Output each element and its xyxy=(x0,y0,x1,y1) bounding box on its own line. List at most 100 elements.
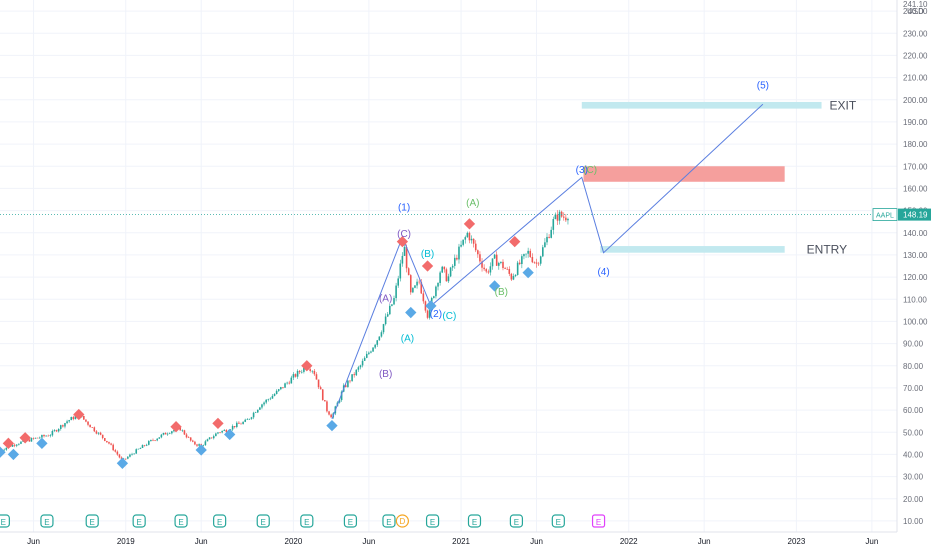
candle-body xyxy=(477,250,479,255)
candle-body xyxy=(13,444,16,446)
candle-body xyxy=(240,423,242,425)
candle-body xyxy=(290,377,293,384)
candle-body xyxy=(441,266,444,273)
earnings-icon-glyph: E xyxy=(261,518,266,527)
y-tick-label: 220.00 xyxy=(903,51,928,60)
candle-body xyxy=(544,242,546,248)
candle-body xyxy=(443,266,446,270)
candle-body xyxy=(148,441,150,445)
candle-body xyxy=(353,374,355,376)
pivot-high-marker xyxy=(396,235,409,248)
elliott-wave-path[interactable] xyxy=(331,103,764,420)
x-tick-label: Jun xyxy=(362,537,375,546)
candle-body xyxy=(70,417,73,421)
y-tick-label: 100.00 xyxy=(903,317,928,326)
candle-body xyxy=(435,286,437,297)
candle-body xyxy=(535,262,538,264)
candle-body xyxy=(502,261,504,269)
candle-body xyxy=(51,430,54,436)
candle-body xyxy=(129,454,131,457)
y-tick-label: 130.00 xyxy=(903,251,928,260)
last-price-badge xyxy=(898,208,931,221)
candle-body xyxy=(426,310,429,318)
candle-body xyxy=(32,438,35,439)
candle-body xyxy=(68,420,70,422)
candle-body xyxy=(41,434,43,438)
wave-label: (B) xyxy=(495,287,508,298)
x-tick-label: 2020 xyxy=(285,537,303,546)
candle-body xyxy=(500,261,502,263)
x-tick-label: Jun xyxy=(698,537,711,546)
candle-body xyxy=(248,418,251,420)
candle-body xyxy=(292,374,295,378)
candle-body xyxy=(139,447,142,449)
earnings-icon[interactable] xyxy=(213,514,227,528)
candle-body xyxy=(330,414,332,418)
candle-body xyxy=(479,254,481,262)
wave-label: (A) xyxy=(466,198,479,209)
candle-body xyxy=(357,367,360,370)
wave-label: (C) xyxy=(442,311,456,322)
zone-box-target[interactable] xyxy=(583,166,785,182)
y-tick-label: 60.00 xyxy=(903,406,924,415)
pivot-low-marker xyxy=(488,280,501,292)
earnings-icon[interactable] xyxy=(551,514,565,528)
zone-box-entry[interactable] xyxy=(600,246,785,253)
candle-body xyxy=(225,429,228,433)
candle-body xyxy=(405,246,408,269)
y-axis-top-label: 241.10 xyxy=(903,0,928,9)
candle-body xyxy=(468,232,471,241)
candle-body xyxy=(160,434,163,438)
earnings-icon-glyph: E xyxy=(386,518,391,527)
candle-body xyxy=(233,426,236,427)
candle-body xyxy=(433,296,435,298)
candle-body xyxy=(458,246,460,260)
y-tick-label: 140.00 xyxy=(903,229,928,238)
candle-body xyxy=(489,266,492,273)
symbol-badge-label: AAPL xyxy=(876,213,894,220)
zone-box-exit[interactable] xyxy=(581,101,822,109)
earnings-icon-glyph: E xyxy=(178,518,183,527)
earnings-icon[interactable] xyxy=(343,514,358,528)
earnings-icon[interactable] xyxy=(382,514,396,528)
earnings-icon[interactable] xyxy=(425,514,440,528)
earnings-icon[interactable] xyxy=(467,514,482,528)
dividend-icon[interactable] xyxy=(395,514,409,528)
candle-body xyxy=(173,429,175,432)
candle-body xyxy=(414,285,416,288)
candle-body xyxy=(347,380,349,387)
earnings-icon[interactable] xyxy=(0,514,10,528)
future-earnings-icon[interactable] xyxy=(591,514,606,528)
candle-body xyxy=(143,445,146,446)
pivot-high-marker xyxy=(170,421,182,433)
earnings-icon[interactable] xyxy=(174,514,188,528)
future-earnings-icon-glyph: E xyxy=(596,518,601,527)
candle-body xyxy=(204,441,207,446)
earnings-icon[interactable] xyxy=(509,514,524,528)
pivot-high-marker xyxy=(463,218,476,230)
earnings-icon[interactable] xyxy=(300,514,314,528)
earnings-icon[interactable] xyxy=(132,514,146,528)
candle-body xyxy=(168,433,171,434)
candle-body xyxy=(236,422,238,427)
candle-body xyxy=(418,281,420,283)
candle-body xyxy=(152,439,154,441)
candle-body xyxy=(62,425,64,427)
candle-body xyxy=(150,439,152,442)
earnings-icon-glyph: E xyxy=(90,518,95,527)
y-tick-label: 70.00 xyxy=(903,384,924,393)
candle-body xyxy=(74,415,77,420)
earnings-icon[interactable] xyxy=(40,514,54,528)
candle-body xyxy=(219,432,221,433)
candle-body xyxy=(556,214,559,221)
candle-body xyxy=(491,258,494,267)
candle-body xyxy=(372,347,374,352)
earnings-icon[interactable] xyxy=(85,514,99,528)
candle-body xyxy=(510,273,513,280)
candle-body xyxy=(537,263,540,265)
price-axis-panel[interactable] xyxy=(897,0,932,550)
earnings-icon[interactable] xyxy=(256,514,270,528)
candle-body xyxy=(483,267,485,270)
candle-body xyxy=(386,314,389,317)
